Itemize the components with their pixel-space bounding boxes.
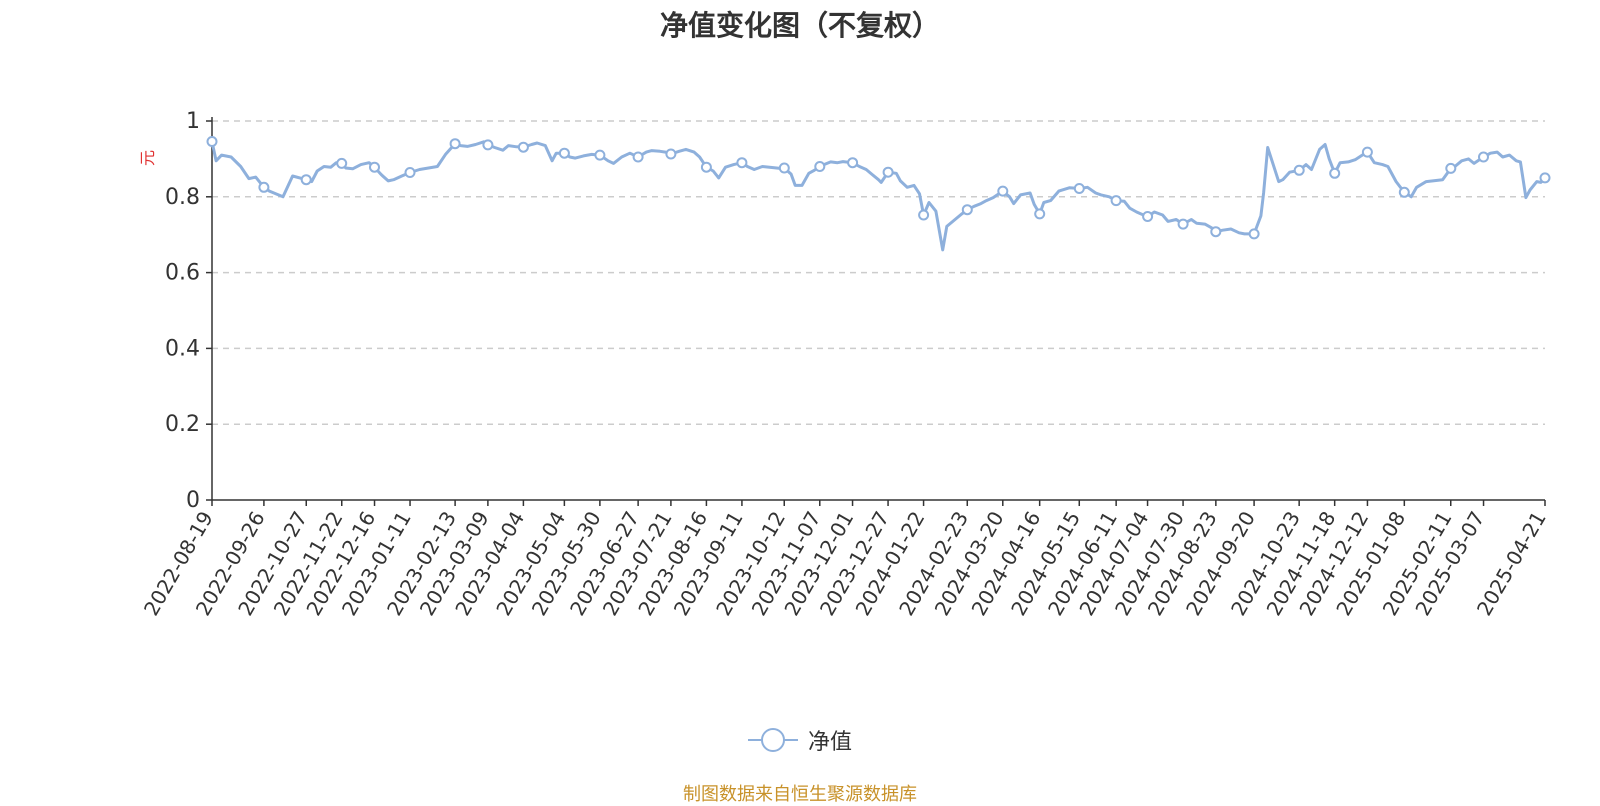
data-point-marker[interactable]: [1398, 186, 1410, 198]
data-point-marker[interactable]: [482, 139, 494, 151]
legend-line-marker-icon: [747, 728, 798, 752]
gridlines: [212, 120, 1545, 425]
data-point-marker[interactable]: [1073, 183, 1085, 194]
y-tick-label: 0: [186, 488, 200, 513]
data-point-marker[interactable]: [1539, 172, 1551, 184]
data-point-marker[interactable]: [1142, 211, 1154, 222]
data-point-marker[interactable]: [736, 157, 748, 169]
series-net-value: [206, 136, 1551, 252]
data-point-marker[interactable]: [997, 185, 1009, 197]
data-point-marker[interactable]: [1293, 164, 1305, 176]
data-point-marker[interactable]: [594, 149, 606, 161]
data-point-marker[interactable]: [778, 162, 790, 174]
data-point-marker[interactable]: [918, 209, 930, 221]
data-point-marker[interactable]: [404, 167, 416, 178]
data-point-marker[interactable]: [1361, 146, 1373, 158]
data-point-marker[interactable]: [814, 161, 826, 172]
y-tick-label: 0.2: [165, 412, 200, 437]
data-point-marker[interactable]: [1329, 167, 1341, 179]
legend-label: 净值: [807, 730, 852, 755]
data-point-marker[interactable]: [665, 148, 677, 160]
series-line: [210, 140, 1547, 252]
axes: 00.20.40.60.812022-08-192022-09-262022-1…: [139, 109, 1551, 620]
y-tick-label: 0.8: [165, 185, 200, 210]
data-point-marker[interactable]: [961, 204, 973, 216]
data-point-marker[interactable]: [632, 151, 644, 163]
data-point-marker[interactable]: [558, 147, 570, 159]
data-point-marker[interactable]: [1210, 226, 1222, 238]
data-point-marker[interactable]: [1034, 208, 1046, 220]
data-point-marker[interactable]: [1248, 228, 1260, 240]
data-point-marker[interactable]: [1478, 151, 1489, 163]
y-axis-unit-label: 元: [138, 150, 157, 166]
y-tick-label: 0.4: [165, 336, 200, 361]
data-point-marker[interactable]: [449, 138, 461, 150]
data-point-marker[interactable]: [336, 157, 348, 169]
y-tick-label: 0.6: [165, 261, 200, 286]
data-point-marker[interactable]: [258, 181, 270, 193]
data-point-marker[interactable]: [1177, 218, 1189, 230]
data-point-marker[interactable]: [517, 141, 529, 153]
source-note: 制图数据来自恒生聚源数据库: [683, 784, 917, 805]
data-point-marker[interactable]: [882, 166, 894, 178]
data-point-marker[interactable]: [1110, 195, 1122, 207]
data-point-marker[interactable]: [700, 161, 712, 173]
data-point-marker[interactable]: [369, 161, 380, 173]
legend[interactable]: 净值: [0, 724, 1600, 756]
data-point-marker[interactable]: [847, 157, 859, 169]
y-tick-label: 1: [186, 109, 200, 134]
data-point-marker[interactable]: [300, 174, 312, 186]
data-point-marker[interactable]: [206, 136, 218, 147]
data-point-marker[interactable]: [1445, 162, 1457, 174]
chart-title: 净值变化图（不复权）: [659, 9, 940, 42]
